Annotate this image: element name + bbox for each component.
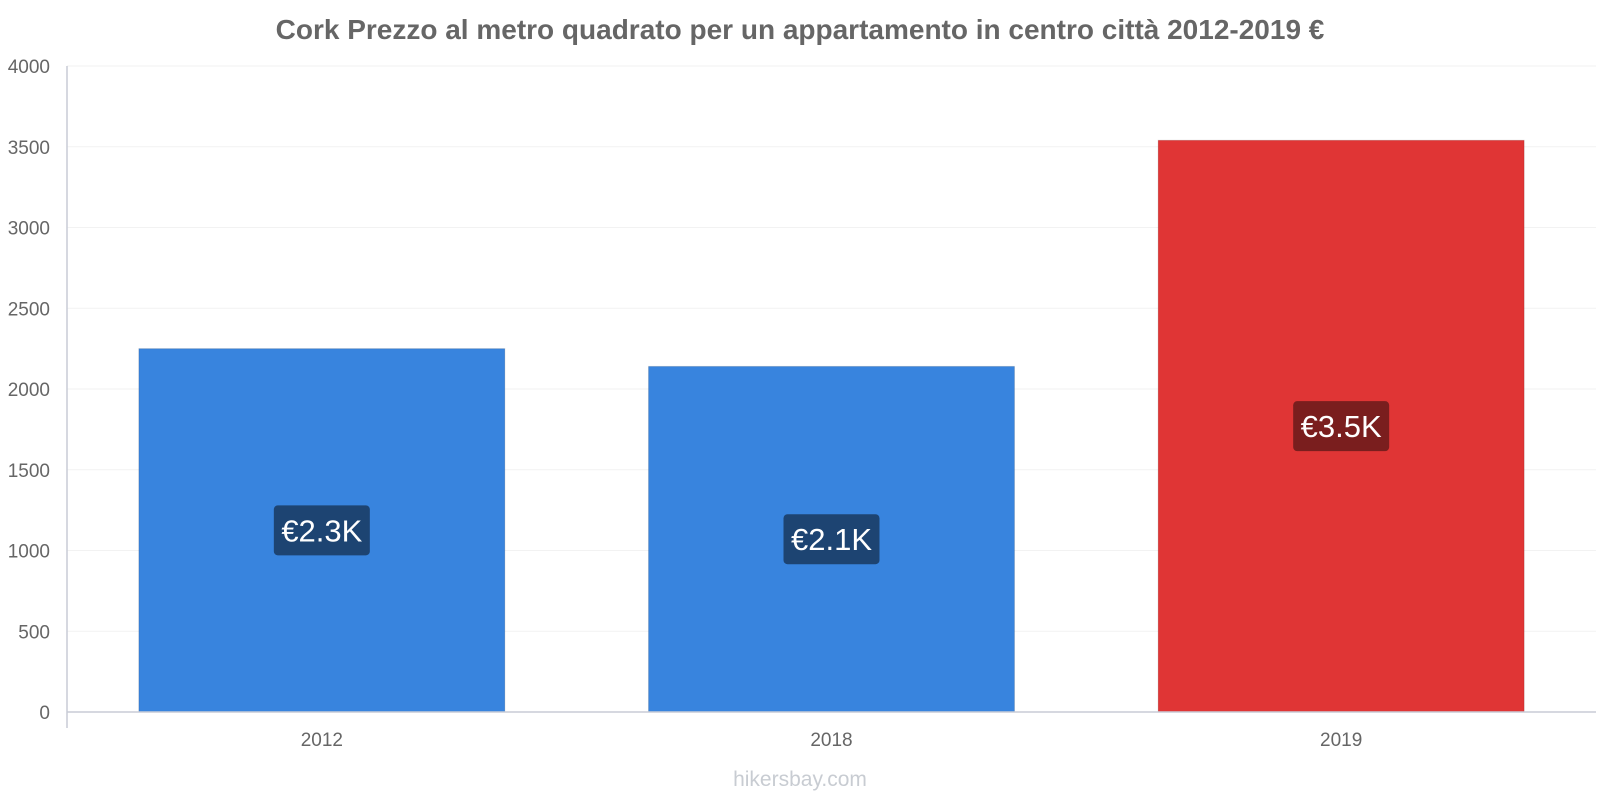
data-labels: €2.3K €2.1K €3.5K [273, 401, 1390, 565]
y-tick-label: 4000 [8, 57, 50, 78]
x-tick-label: 2019 [1320, 730, 1362, 751]
y-tick-label: 3500 [8, 138, 50, 159]
y-axis-ticks: 0 500 1000 1500 2000 2500 3000 3500 4000 [8, 57, 50, 724]
x-tick-label: 2018 [810, 730, 852, 751]
x-tick-label: 2012 [301, 730, 343, 751]
data-label-box [783, 514, 880, 565]
data-label: €3.5K [1301, 409, 1382, 444]
y-tick-label: 500 [18, 622, 50, 643]
y-tick-label: 1500 [8, 461, 50, 482]
axes [66, 66, 1596, 728]
x-axis-ticks: 2012 2018 2019 [301, 730, 1363, 751]
y-tick-label: 1000 [8, 542, 50, 563]
y-tick-label: 2000 [8, 380, 50, 401]
watermark: hikersbay.com [733, 768, 867, 791]
chart-title: Cork Prezzo al metro quadrato per un app… [275, 14, 1325, 45]
y-tick-label: 0 [39, 703, 50, 724]
data-label-box [1293, 401, 1390, 452]
data-label: €2.3K [281, 513, 362, 548]
y-tick-label: 3000 [8, 219, 50, 240]
data-label: €2.1K [791, 522, 872, 557]
data-label-box [273, 505, 370, 556]
y-tick-label: 2500 [8, 299, 50, 320]
